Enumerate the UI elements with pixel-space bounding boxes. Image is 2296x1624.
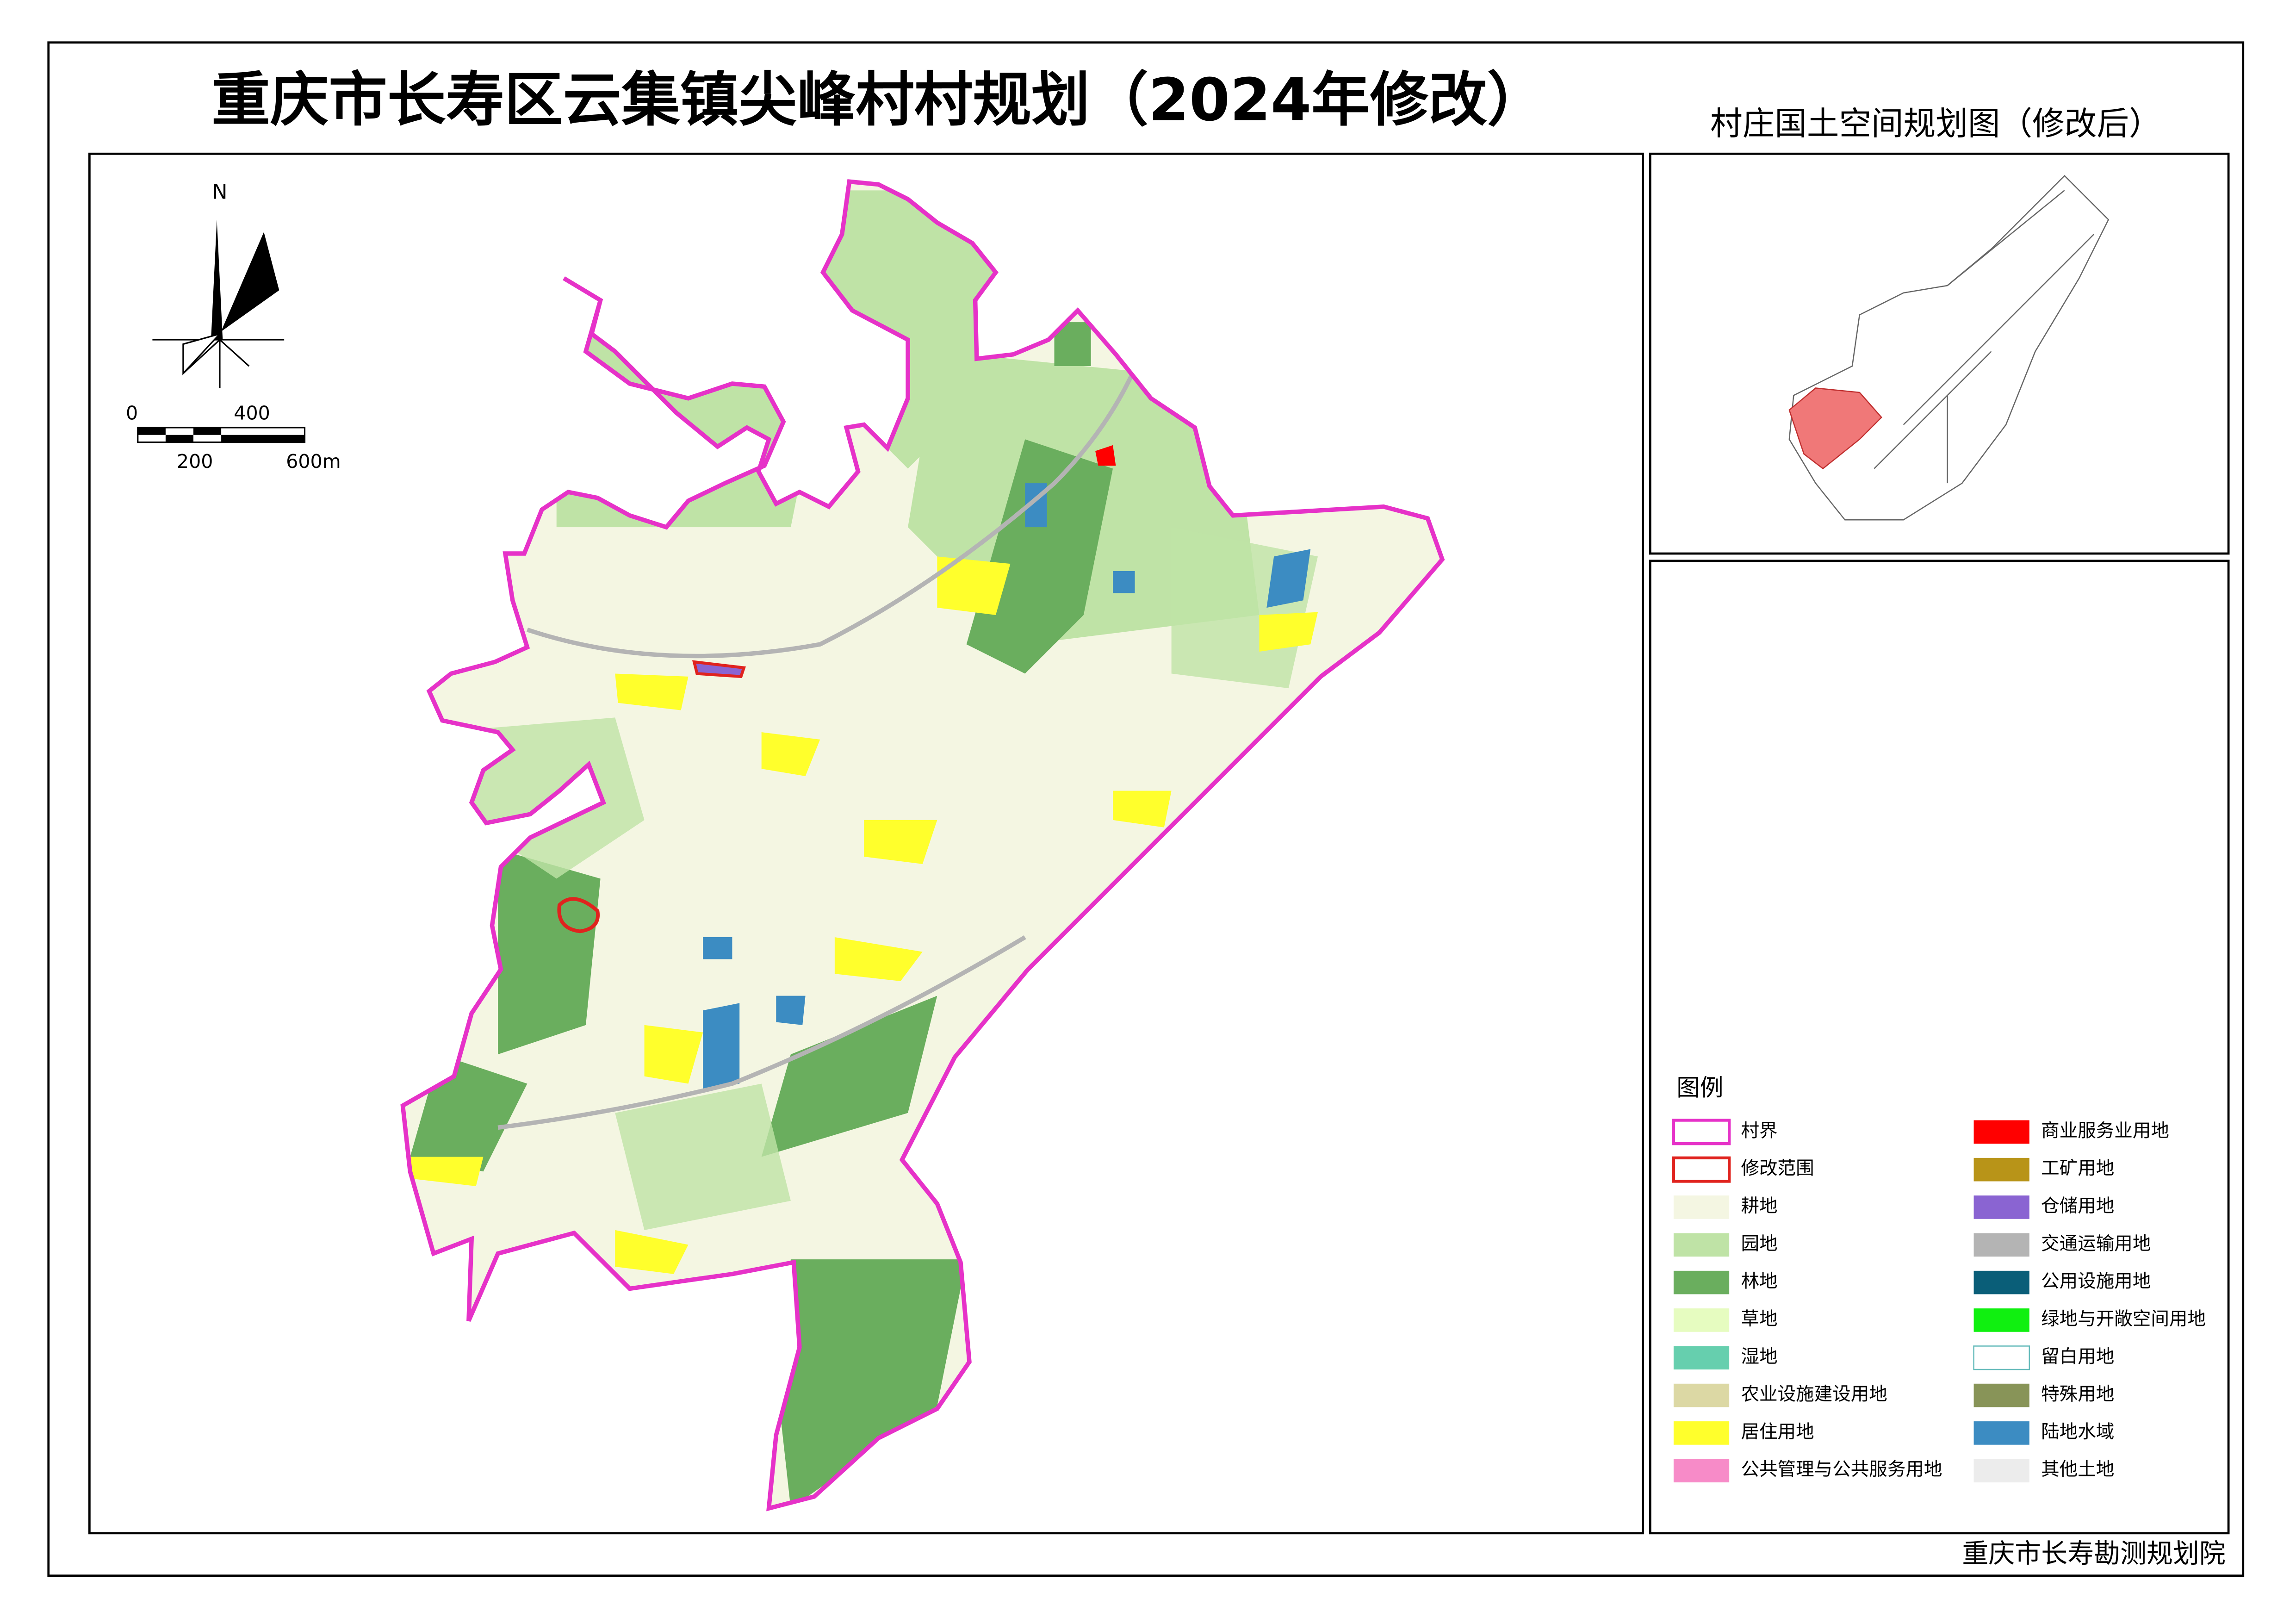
- legend-swatch: [1973, 1120, 2029, 1144]
- scale-label: 400: [234, 402, 270, 424]
- legend-label: 公用设施用地: [2041, 1271, 2151, 1292]
- legend-label: 居住用地: [1741, 1421, 1814, 1443]
- legend-swatch: [1973, 1421, 2029, 1445]
- legend-swatch: [1673, 1459, 1730, 1483]
- legend-label: 林地: [1741, 1271, 1777, 1292]
- legend-label: 商业服务业用地: [2041, 1120, 2169, 1141]
- legend-swatch: [1673, 1233, 1730, 1257]
- title: 重庆市长寿区云集镇尖峰村村规划（2024年修改）: [211, 66, 1545, 134]
- legend-swatch: [1672, 1119, 1731, 1145]
- legend-swatch: [1973, 1195, 2029, 1219]
- legend-label: 特殊用地: [2041, 1384, 2114, 1405]
- legend-swatch: [1973, 1383, 2029, 1407]
- legend-label: 园地: [1741, 1233, 1777, 1254]
- legend-label: 陆地水域: [2041, 1421, 2114, 1443]
- legend-swatch: [1973, 1459, 2029, 1483]
- north-arrow: N: [152, 180, 285, 388]
- legend-swatch: [1973, 1157, 2029, 1182]
- legend-swatch: [1672, 1156, 1731, 1183]
- legend-label: 仓储用地: [2041, 1195, 2114, 1217]
- north-label: N: [212, 180, 227, 204]
- scale-bar: 0 400 200 600m: [126, 402, 341, 472]
- legend-swatch: [1673, 1308, 1730, 1332]
- legend-label: 草地: [1741, 1308, 1777, 1330]
- scale-label: 0: [126, 402, 138, 424]
- legend-swatch: [1673, 1383, 1730, 1407]
- legend-swatch: [1673, 1346, 1730, 1370]
- subtitle: 村庄国土空间规划图（修改后）: [1710, 105, 2161, 143]
- legend-label: 修改范围: [1741, 1158, 1814, 1179]
- legend-label: 湿地: [1741, 1346, 1777, 1367]
- legend-title: 图例: [1676, 1074, 1723, 1101]
- legend-label: 绿地与开敞空间用地: [2041, 1308, 2206, 1330]
- location-inset: [1788, 174, 2110, 521]
- legend-swatch: [1973, 1270, 2029, 1294]
- legend-swatch: [1673, 1195, 1730, 1219]
- legend-swatch: [1673, 1421, 1730, 1445]
- inset-panel: [1649, 152, 2230, 555]
- legend-label: 公共管理与公共服务用地: [1741, 1459, 1942, 1480]
- legend-label: 交通运输用地: [2041, 1233, 2151, 1254]
- legend-label: 耕地: [1741, 1195, 1777, 1217]
- scale-label: 200: [177, 450, 213, 473]
- footer: 重庆市长寿勘测规划院: [1962, 1538, 2225, 1569]
- legend-swatch: [1973, 1233, 2029, 1257]
- legend-swatch: [1973, 1345, 2030, 1370]
- legend-label: 农业设施建设用地: [1741, 1384, 1887, 1405]
- outer-frame: [47, 41, 2245, 1577]
- legend-swatch: [1673, 1270, 1730, 1294]
- legend-panel: [1649, 560, 2230, 1535]
- legend-swatch: [1973, 1308, 2029, 1332]
- legend-label: 其他土地: [2041, 1459, 2114, 1480]
- legend-label: 工矿用地: [2041, 1158, 2114, 1179]
- legend-label: 村界: [1741, 1120, 1777, 1141]
- scale-label: 600m: [286, 450, 341, 473]
- legend-label: 留白用地: [2041, 1346, 2114, 1367]
